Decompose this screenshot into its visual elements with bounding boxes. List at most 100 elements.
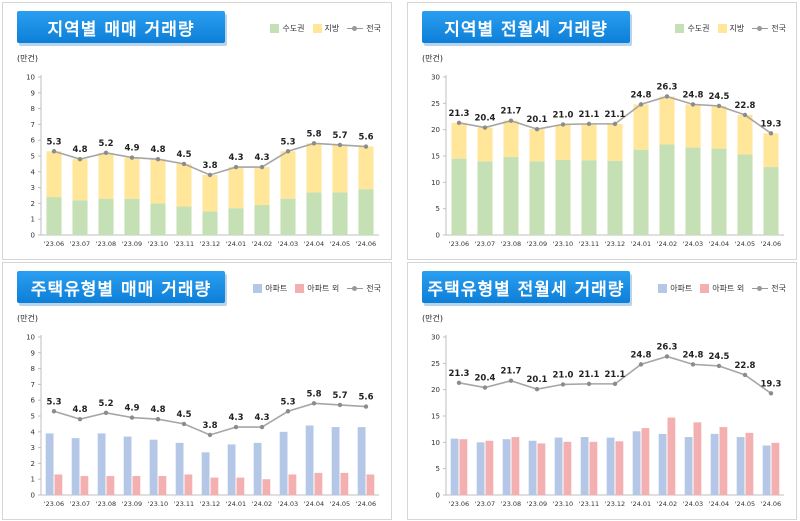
x-tick-label: '24.04 [709, 500, 729, 508]
x-tick-label: '23.07 [475, 240, 495, 248]
y-tick-label: 5 [31, 153, 35, 161]
bar-series-2 [236, 477, 245, 495]
bar-series-2 [563, 441, 572, 495]
line-point [311, 141, 317, 146]
bar-series-2 [254, 167, 270, 205]
data-label: 19.3 [761, 119, 782, 129]
bar-series-1 [711, 148, 727, 235]
x-tick-label: '23.10 [553, 500, 573, 508]
bar-series-2 [106, 476, 115, 495]
line-point [363, 144, 369, 149]
y-tick-label: 7 [31, 381, 35, 389]
legend-swatch [717, 24, 727, 33]
line-point [207, 432, 213, 438]
bar-series-1 [228, 208, 244, 235]
line-point [612, 381, 618, 387]
bar-series-2 [485, 440, 494, 495]
data-label: 5.6 [358, 133, 373, 143]
bar-series-2 [280, 151, 296, 199]
legend-label: 아파트 외 [712, 284, 745, 293]
bar-series-2 [366, 474, 375, 495]
bar-series-2 [503, 120, 519, 158]
bar-series-2 [589, 441, 598, 495]
bar-series-1 [331, 427, 340, 495]
line-point [612, 121, 618, 127]
chart-title: 주택유형별 매매 거래량 [17, 271, 225, 303]
data-label: 5.8 [306, 389, 321, 399]
y-tick-label: 0 [436, 232, 440, 240]
y-tick-label: 8 [31, 365, 35, 373]
x-tick-label: '24.04 [304, 500, 324, 508]
bar-series-2 [633, 104, 649, 150]
data-label: 5.7 [332, 391, 347, 401]
legend-item: 전국 [347, 283, 381, 294]
bar-series-2 [737, 114, 753, 155]
bar-series-1 [736, 437, 745, 495]
x-tick-label: '24.06 [761, 500, 781, 508]
legend: 수도권 지방 전국 [270, 23, 381, 34]
bar-series-2 [332, 144, 348, 193]
x-tick-label: '24.06 [356, 240, 376, 248]
bar-series-2 [314, 472, 323, 495]
x-tick-label: '23.09 [527, 240, 547, 248]
line-point [456, 120, 462, 126]
chart-title: 주택유형별 전월세 거래량 [422, 271, 630, 303]
data-label: 21.7 [501, 367, 522, 377]
x-tick-label: '23.12 [605, 500, 625, 508]
data-label: 4.3 [228, 153, 243, 163]
x-tick-label: '23.09 [122, 500, 142, 508]
bar-series-1 [659, 144, 675, 235]
legend-label: 전국 [366, 24, 381, 33]
y-tick-label: 3 [31, 444, 35, 452]
line-point [103, 150, 109, 156]
bar-series-2 [262, 479, 271, 495]
bar-series-2 [202, 174, 218, 212]
legend-label: 전국 [366, 284, 381, 293]
bar-series-2 [763, 133, 779, 168]
bar-series-2 [72, 159, 88, 201]
legend-label: 수도권 [282, 24, 305, 33]
bar-series-1 [358, 189, 374, 235]
line-point [742, 112, 748, 118]
bar-series-1 [332, 192, 348, 235]
x-tick-label: '23.07 [475, 500, 495, 508]
bar-series-1 [555, 159, 571, 235]
legend-item: 수도권 [675, 23, 710, 34]
y-tick-label: 5 [436, 465, 440, 473]
line-point [638, 362, 644, 367]
x-tick-label: '23.12 [605, 240, 625, 248]
line-point [508, 118, 514, 123]
y-tick-label: 6 [31, 397, 36, 405]
bar-series-1 [280, 198, 296, 235]
bar-series-2 [210, 477, 219, 495]
line-point [482, 385, 488, 390]
bar-series-1 [305, 425, 314, 495]
line-point [233, 424, 239, 430]
chart-title: 지역별 매매 거래량 [17, 11, 225, 43]
y-tick-label: 15 [431, 153, 440, 161]
data-label: 4.3 [254, 413, 269, 423]
y-tick-label: 25 [431, 100, 440, 108]
line-point [363, 404, 369, 409]
line-point [482, 125, 488, 130]
legend-swatch [675, 24, 685, 33]
line-point [233, 164, 239, 170]
data-label: 24.8 [683, 90, 704, 100]
line-point [207, 172, 213, 178]
chart-panel-type-rent: 주택유형별 전월세 거래량 아파트 아파트 외 전국 (만건) 0 5 10 15 20… [407, 262, 797, 520]
data-label: 5.7 [332, 131, 347, 141]
bar-series-2 [46, 151, 62, 198]
x-tick-label: '23.08 [96, 240, 116, 248]
bar-series-1 [97, 433, 106, 495]
legend-item: 전국 [752, 283, 786, 294]
legend-item: 지방 [717, 23, 744, 34]
bar-series-2 [581, 123, 597, 161]
chart-panel-region-rent: 지역별 전월세 거래량 수도권 지방 전국 (만건) 0 5 10 15 20 25 30 '… [407, 2, 797, 260]
line-point [534, 126, 540, 132]
x-tick-label: '23.06 [449, 240, 469, 248]
data-label: 21.3 [449, 109, 470, 119]
y-tick-label: 2 [31, 200, 35, 208]
x-tick-label: '23.10 [148, 240, 168, 248]
bar-series-1 [710, 433, 719, 495]
data-label: 24.5 [709, 352, 730, 362]
